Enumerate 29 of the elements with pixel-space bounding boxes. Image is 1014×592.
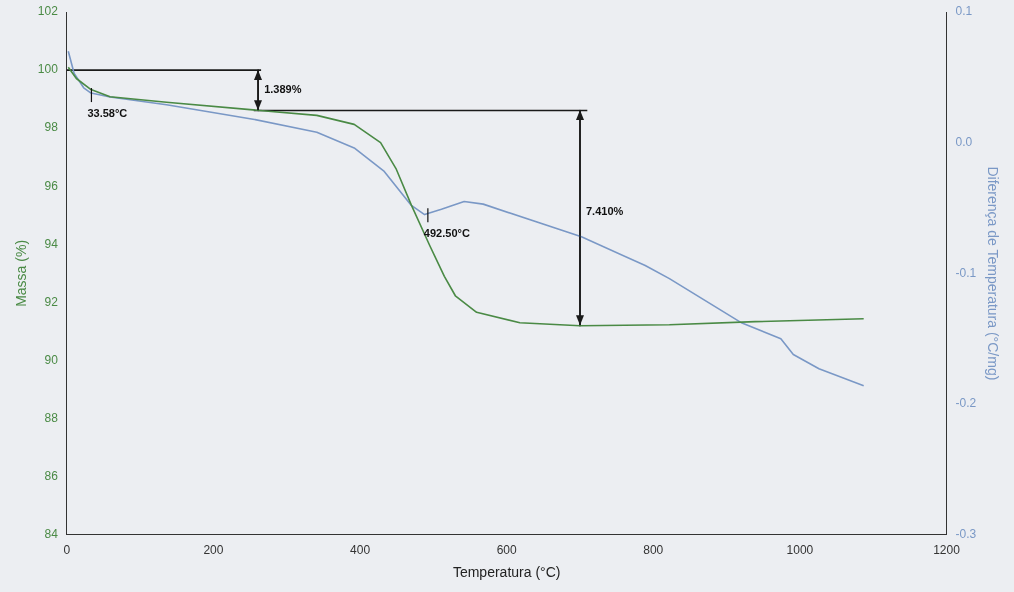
y2-tick-label: -0.2 (955, 396, 977, 411)
x-tick-label: 600 (496, 543, 517, 558)
y-tick-label: 88 (44, 410, 59, 425)
x-axis-title: Temperatura (°C) (452, 564, 561, 581)
y2-tick-label: -0.3 (955, 527, 977, 542)
y-tick-label: 92 (44, 294, 59, 309)
y-tick-label: 86 (44, 469, 59, 484)
y2-axis-title: Diferença de Temperatura (°C/mg) (984, 166, 1001, 381)
y2-tick-label: 0.0 (955, 135, 973, 150)
annotation: 1.389% (264, 83, 302, 96)
x-tick-label: 1200 (933, 543, 961, 558)
y-tick-label: 98 (44, 120, 59, 135)
x-tick-label: 0 (63, 543, 71, 558)
y-tick-label: 84 (44, 527, 59, 542)
annotation: 492.50°C (423, 227, 470, 240)
y-tick-label: 100 (37, 62, 59, 77)
y-tick-label: 102 (37, 4, 59, 19)
x-tick-label: 200 (203, 543, 224, 558)
x-tick-label: 400 (350, 543, 371, 558)
annotation: 33.58°C (87, 107, 128, 120)
y-tick-label: 90 (44, 352, 59, 367)
y-tick-label: 96 (44, 178, 59, 193)
annotation: 7.410% (585, 205, 624, 218)
x-tick-label: 1000 (786, 543, 814, 558)
y2-tick-label: 0.1 (955, 4, 973, 19)
x-tick-label: 800 (643, 543, 664, 558)
y2-tick-label: -0.1 (955, 265, 977, 280)
y-tick-label: 94 (44, 236, 59, 251)
y-axis-title: Massa (%) (13, 239, 30, 307)
